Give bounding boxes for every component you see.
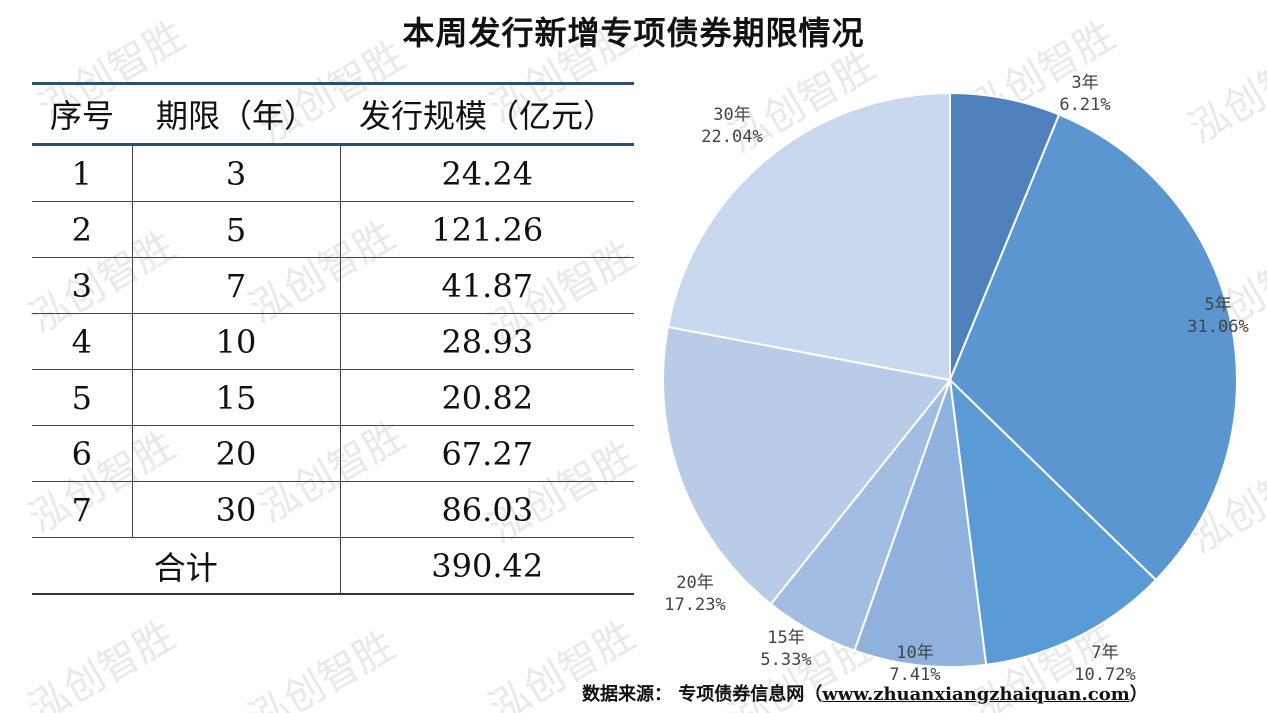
cell-scale: 41.87 — [340, 257, 634, 314]
slice-category-label: 20年 — [676, 573, 713, 593]
cell-scale: 121.26 — [340, 201, 634, 258]
slice-category-label: 7年 — [1091, 643, 1118, 663]
table-row: 3 7 41.87 — [32, 257, 634, 314]
cell-scale: 67.27 — [340, 425, 634, 482]
slice-category-label: 3年 — [1071, 73, 1098, 93]
table-row: 7 30 86.03 — [32, 481, 634, 538]
slice-percent-label: 5.33% — [760, 650, 811, 670]
cell-index: 4 — [32, 313, 133, 370]
header-scale: 发行规模（亿元） — [358, 97, 615, 135]
slice-category-label: 10年 — [896, 643, 933, 663]
slice-category-label: 30年 — [713, 105, 750, 125]
cell-term: 20 — [132, 425, 341, 482]
cell-scale: 28.93 — [340, 313, 634, 370]
slice-percent-label: 17.23% — [664, 595, 725, 615]
bond-term-table: 序号 期限（年） 发行规模（亿元） 1 3 24.24 2 5 121.26 3… — [32, 82, 634, 595]
cell-scale: 20.82 — [340, 369, 634, 426]
pie-slice-5年 — [948, 113, 1238, 582]
table-header-row: 序号 期限（年） 发行规模（亿元） — [32, 83, 634, 145]
pie-slice-20年 — [662, 325, 952, 606]
source-url[interactable]: www.zhuanxiangzhaiquan.com — [822, 684, 1130, 705]
cell-scale: 86.03 — [340, 481, 634, 538]
cell-term: 10 — [132, 313, 341, 370]
slice-percent-label: 6.21% — [1059, 95, 1110, 115]
pie-slice-10年 — [853, 379, 988, 668]
header-index: 序号 — [49, 97, 114, 135]
cell-index: 7 — [32, 481, 133, 538]
source-close: ） — [1129, 684, 1148, 705]
table-row: 2 5 121.26 — [32, 201, 634, 258]
pie-slice-7年 — [948, 377, 1158, 666]
slice-percent-label: 31.06% — [1187, 317, 1248, 337]
data-source: 数据来源： 专项债券信息网（www.zhuanxiangzhaiquan.com… — [582, 680, 1148, 706]
cell-index: 6 — [32, 425, 133, 482]
cell-term: 5 — [132, 201, 341, 258]
cell-term: 30 — [132, 481, 341, 538]
table-row: 4 10 28.93 — [32, 313, 634, 370]
table-row: 5 15 20.82 — [32, 369, 634, 426]
cell-scale: 24.24 — [340, 144, 634, 202]
slice-percent-label: 10.72% — [1074, 665, 1135, 685]
total-value: 390.42 — [340, 537, 634, 595]
total-label: 合计 — [32, 537, 341, 595]
cell-term: 15 — [132, 369, 341, 426]
slice-percent-label: 7.41% — [889, 665, 940, 685]
cell-term: 3 — [132, 144, 341, 202]
slice-category-label: 5年 — [1204, 295, 1231, 315]
source-label: 数据来源： — [582, 684, 672, 705]
source-text: 专项债券信息网（ — [678, 684, 823, 705]
cell-index: 1 — [32, 144, 133, 202]
table-row: 6 20 67.27 — [32, 425, 634, 482]
cell-term: 7 — [132, 257, 341, 314]
cell-index: 5 — [32, 369, 133, 426]
slice-category-label: 15年 — [767, 628, 804, 648]
pie-slice-30年 — [666, 91, 951, 382]
table-row: 1 3 24.24 — [32, 144, 634, 202]
cell-index: 3 — [32, 257, 133, 314]
cell-index: 2 — [32, 201, 133, 258]
chart-title: 本周发行新增专项债券期限情况 — [402, 14, 865, 52]
slice-percent-label: 22.04% — [701, 127, 762, 147]
header-term: 期限（年） — [155, 97, 316, 135]
table-total-row: 合计 390.42 — [32, 537, 634, 595]
